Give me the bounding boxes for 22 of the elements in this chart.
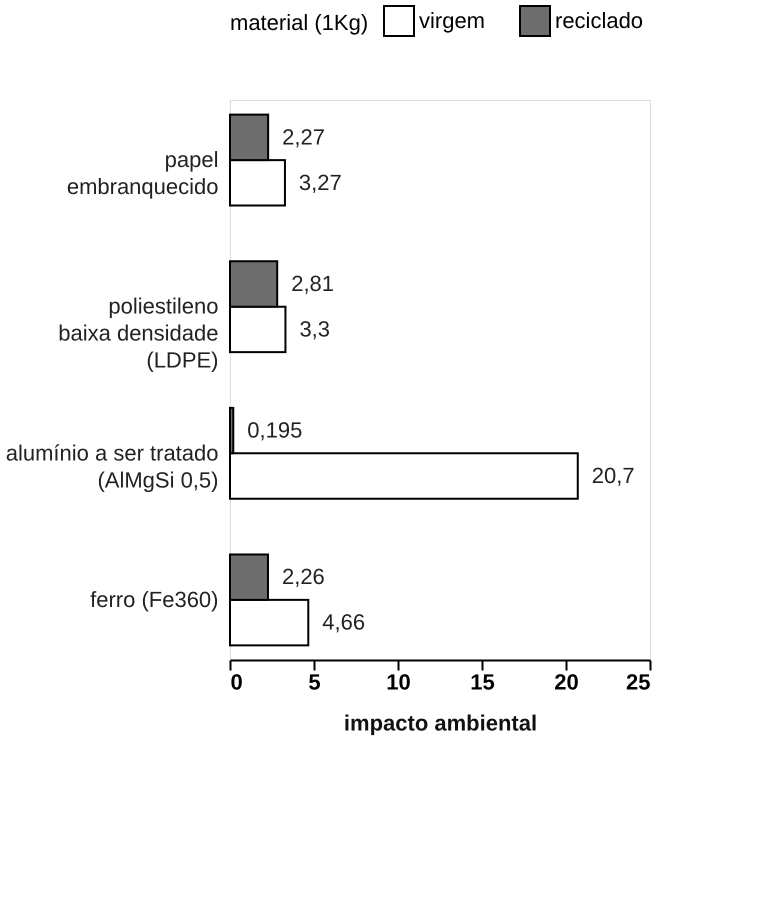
data-label: 4,66 xyxy=(322,610,366,635)
data-label: 3,3 xyxy=(299,316,330,342)
y-tick-label: poliestileno baixa densidade (LDPE) xyxy=(58,294,218,373)
x-tick-label: 25 xyxy=(626,670,650,694)
legend-label: virgem xyxy=(419,8,486,33)
x-axis-title: impacto ambiental xyxy=(344,710,538,736)
data-label: 20,7 xyxy=(592,463,635,488)
x-tick-label: 15 xyxy=(470,670,495,694)
legend-title: material (1Kg) xyxy=(230,10,368,35)
y-tick-label: papel embranquecido xyxy=(66,147,218,200)
x-tick-label: 10 xyxy=(386,670,411,694)
x-tick-label: 20 xyxy=(554,670,579,694)
x-tick-label: 0 xyxy=(230,670,243,694)
y-tick-label: alumínio a ser tratado (AlMgSi 0,5) xyxy=(6,440,218,492)
x-tick-label: 5 xyxy=(308,670,321,694)
legend-label: reciclado xyxy=(555,8,644,33)
data-label: 2,81 xyxy=(291,270,334,296)
y-tick-label: ferro (Fe360) xyxy=(90,586,218,612)
data-label: 2,27 xyxy=(282,124,325,150)
data-label: 3,27 xyxy=(298,170,342,195)
data-label: 2,26 xyxy=(282,564,325,590)
data-label: 0,195 xyxy=(247,418,302,443)
